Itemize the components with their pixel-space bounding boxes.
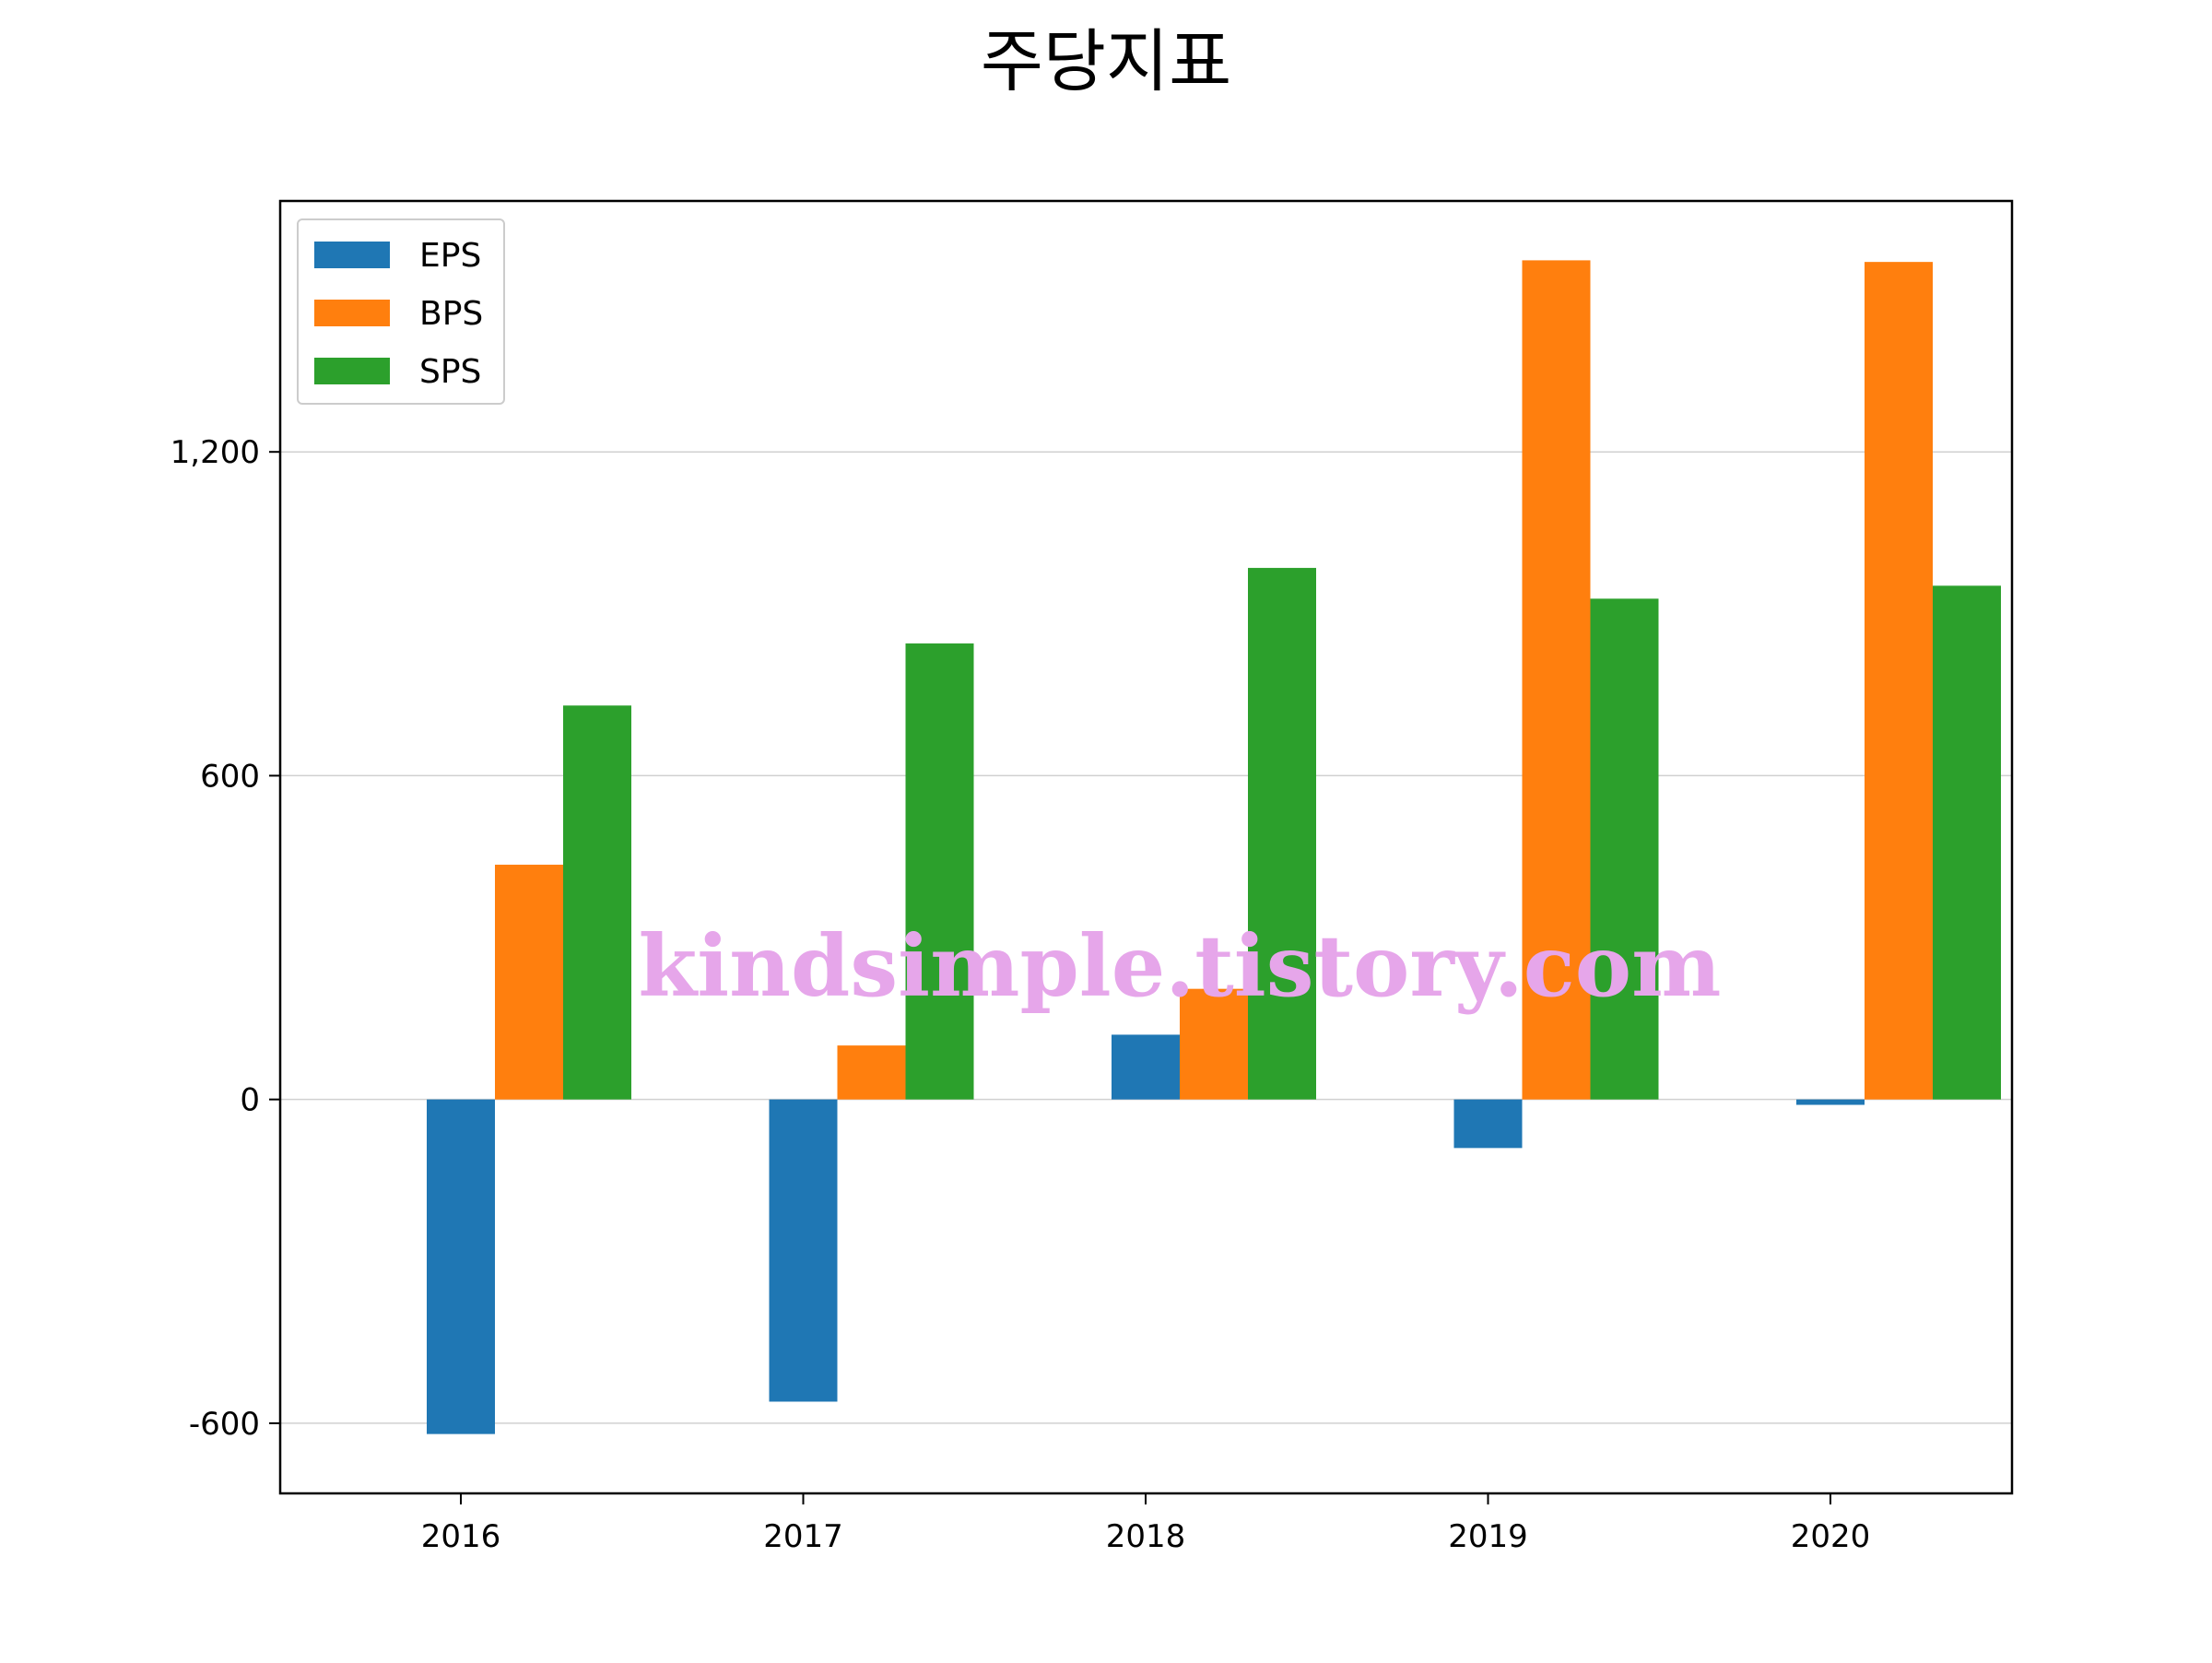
- bar-sps-2017: [905, 643, 974, 1100]
- legend-swatch-sps: [314, 358, 390, 384]
- axes-frame: [278, 199, 2014, 1495]
- y-tick-label: 1,200: [171, 434, 260, 471]
- x-axis: 2016 2017 2018 2019 2020: [421, 1493, 1871, 1555]
- bar-eps-2020: [1796, 1099, 1865, 1105]
- legend-swatch-eps: [314, 242, 390, 268]
- legend-label-bps: BPS: [419, 295, 483, 333]
- y-tick-label: -600: [189, 1406, 260, 1443]
- bar-sps-2016: [563, 705, 631, 1100]
- chart-title: 주당지표: [981, 22, 1231, 101]
- bar-bps-2018: [1180, 988, 1248, 1100]
- x-tick-label: 2018: [1106, 1518, 1186, 1555]
- bar-eps-2016: [427, 1099, 495, 1434]
- x-tick-label: 2020: [1791, 1518, 1871, 1555]
- bar-eps-2017: [769, 1099, 838, 1402]
- x-tick-label: 2019: [1448, 1518, 1528, 1555]
- y-axis: -600 0 600 1,200: [171, 434, 280, 1443]
- x-tick-label: 2017: [763, 1518, 843, 1555]
- bar-bps-2017: [837, 1045, 906, 1100]
- bar-sps-2020: [1933, 585, 2001, 1100]
- legend-swatch-bps: [314, 300, 390, 326]
- bar-sps-2019: [1590, 598, 1659, 1100]
- x-tick-label: 2016: [421, 1518, 501, 1555]
- y-tick-label: 600: [200, 758, 260, 795]
- bar-sps-2018: [1248, 568, 1316, 1100]
- bars: [427, 260, 2001, 1434]
- y-tick-label: 0: [240, 1082, 260, 1119]
- watermark-text: kindsimple.tistory.com: [638, 916, 1721, 1016]
- bar-bps-2016: [495, 865, 563, 1100]
- bar-bps-2019: [1522, 260, 1591, 1100]
- legend: EPS BPS SPS: [297, 218, 505, 405]
- bar-eps-2019: [1453, 1099, 1523, 1149]
- bar-bps-2020: [1865, 262, 1933, 1100]
- bar-eps-2018: [1112, 1034, 1180, 1100]
- legend-label-eps: EPS: [419, 237, 481, 275]
- legend-label-sps: SPS: [419, 353, 481, 391]
